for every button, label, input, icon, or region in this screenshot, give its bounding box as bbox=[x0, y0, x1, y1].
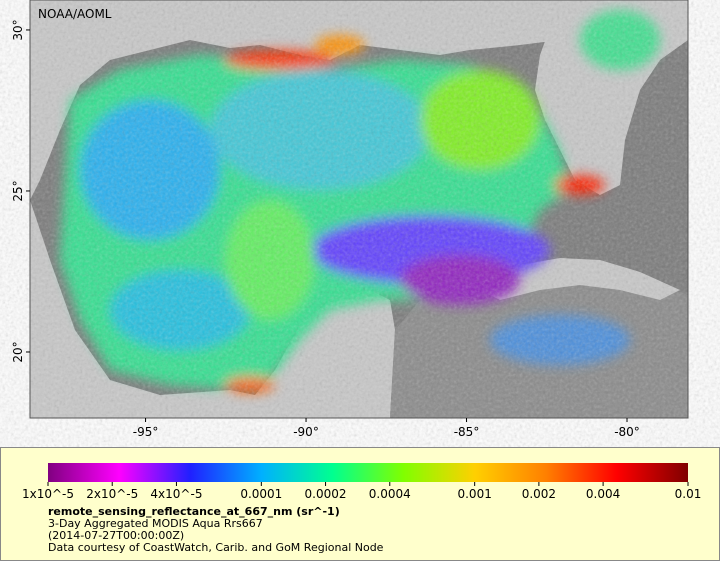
legend-panel: 1x10^-5 2x10^-5 4x10^-5 0.0001 0.0002 0.0004 0… bbox=[0, 447, 720, 561]
colorbar-tick-label: 0.004 bbox=[586, 487, 620, 501]
source-label: NOAA/AOML bbox=[38, 7, 112, 21]
credit: Data courtesy of CoastWatch, Carib. and … bbox=[48, 541, 384, 554]
colorbar-ramp bbox=[48, 463, 688, 482]
colorbar-tick-label: 4x10^-5 bbox=[150, 487, 202, 501]
colorbar-tick-label: 0.001 bbox=[457, 487, 491, 501]
colorbar-tick-label: 1x10^-5 bbox=[22, 487, 74, 501]
x-tick-label: -85° bbox=[454, 425, 480, 439]
x-tick-label: -80° bbox=[614, 425, 640, 439]
description: 3-Day Aggregated MODIS Aqua Rrs667 bbox=[48, 517, 263, 530]
colorbar-tick-label: 0.0004 bbox=[369, 487, 411, 501]
y-tick-label: 20° bbox=[11, 341, 25, 362]
colorbar: 1x10^-5 2x10^-5 4x10^-5 0.0001 0.0002 0.0004 0… bbox=[22, 463, 701, 501]
map: NOAA/AOML -95° -90° -85° -80° 30° 25° 20° bbox=[11, 0, 689, 439]
colorbar-tick-label: 0.002 bbox=[522, 487, 556, 501]
map-frame bbox=[29, 0, 689, 419]
axes: -95° -90° -85° -80° 30° 25° 20° bbox=[11, 19, 640, 439]
colorbar-tick-label: 0.0002 bbox=[305, 487, 347, 501]
colorbar-tick-label: 2x10^-5 bbox=[86, 487, 138, 501]
colorbar-tick-label: 0.01 bbox=[675, 487, 702, 501]
y-tick-label: 30° bbox=[11, 19, 25, 40]
x-tick-label: -90° bbox=[293, 425, 319, 439]
colorbar-tick-label: 0.0001 bbox=[240, 487, 282, 501]
x-tick-label: -95° bbox=[133, 425, 159, 439]
time: (2014-07-27T00:00:00Z) bbox=[48, 529, 184, 542]
y-tick-label: 25° bbox=[11, 180, 25, 201]
texture bbox=[30, 0, 688, 418]
variable-name: remote_sensing_reflectance_at_667_nm (sr… bbox=[48, 505, 340, 518]
